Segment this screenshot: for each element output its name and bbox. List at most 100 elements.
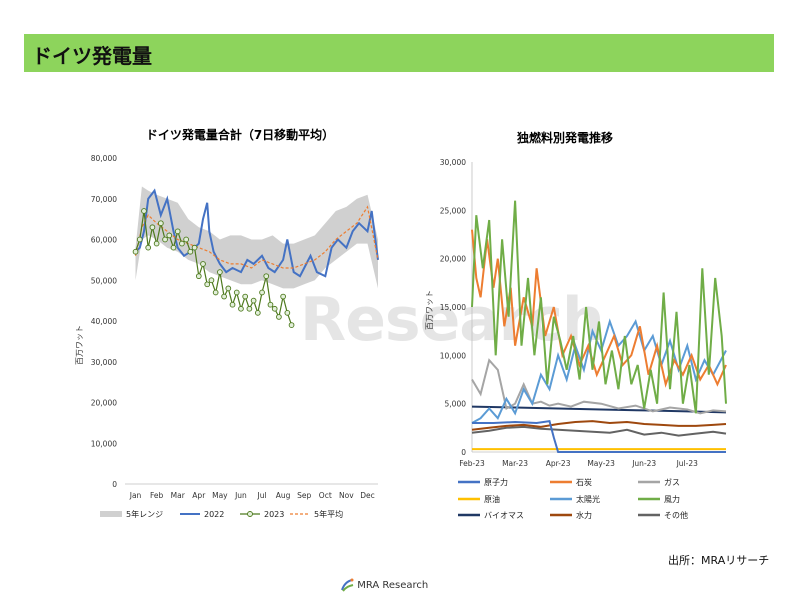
y-tick-label: 10,000 [440,351,466,360]
series-line-other [471,425,727,437]
series-line-biomass [471,405,727,414]
x-tick-label: Nov [339,491,354,500]
header-bar: ドイツ発電量 [24,34,774,72]
y-tick-label: 50,000 [91,276,117,285]
data-point-2023 [284,310,291,316]
data-point-2023 [179,240,185,247]
y-tick-label: 0 [461,448,466,457]
data-point-2023 [149,224,156,231]
data-point-2023 [191,244,198,251]
x-tick-label: Jul [257,491,267,500]
data-point-2023 [200,261,206,267]
x-tick-label: May-23 [587,459,615,468]
data-point-2023 [254,310,261,316]
data-point-2023 [233,289,240,296]
y-tick-label: 0 [112,480,117,489]
series-range-area [135,186,378,289]
series-line-5yr-avg [134,205,379,269]
total-generation-chart: ドイツ発電量合計（7日移動平均） 百万ワット 0 10,000 20,000 30,0… [75,127,379,519]
legend-label: 太陽光 [576,494,600,504]
chart-title: 独燃料別発電推移 [516,130,613,145]
data-point-2023 [276,314,282,320]
data-point-2023 [162,236,168,243]
x-tick-label: Mar-23 [502,459,528,468]
x-tick-label: Feb-23 [459,459,485,468]
legend-label: 石炭 [576,478,592,487]
series-line-hydro [471,420,727,431]
x-tick-label: Aug [276,491,291,500]
data-point-2023 [132,248,139,255]
data-point-2023 [166,232,173,239]
data-point-2023 [229,301,236,308]
data-point-2023 [157,220,164,227]
y-tick-label: 40,000 [91,317,117,326]
series-line-wind [471,200,727,414]
series-line-coal [471,229,727,388]
x-tick-label: Feb [150,491,164,500]
y-tick-label: 20,000 [91,399,117,408]
data-point-2023 [271,305,278,312]
data-point-2023 [242,293,249,300]
y-tick-label: 60,000 [91,236,117,245]
data-point-2023 [141,208,147,214]
y-tick-label: 30,000 [440,158,466,167]
data-point-2023 [187,248,194,255]
legend-label: その他 [664,510,688,520]
y-axis-label: 百万ワット [425,290,434,330]
y-tick-label: 5,000 [445,400,467,409]
legend-label: 2022 [204,510,224,519]
data-point-2023 [246,305,253,312]
legend-marker [247,511,253,517]
mra-logo-icon [341,578,354,592]
legend-label: ガス [664,477,680,487]
y-tick-label: 30,000 [91,358,117,367]
x-tick-label: Apr-23 [546,459,571,468]
y-tick-label: 70,000 [91,195,117,204]
data-point-2023 [145,244,152,251]
data-point-2023 [204,281,211,288]
legend-swatch [100,511,122,517]
data-point-2023 [153,240,160,247]
data-point-2023 [136,236,143,243]
y-axis-label: 百万ワット [75,325,84,365]
legend-label: バイオマス [484,511,524,520]
data-point-2023 [183,236,189,243]
data-point-2023 [225,285,232,292]
data-point-2023 [250,297,257,304]
data-point-2023 [221,293,227,300]
x-tick-label: Dec [360,491,375,500]
x-tick-label: Mar [171,491,186,500]
y-tick-label: 80,000 [91,154,117,163]
data-point-2023 [267,301,274,308]
x-tick-label: Jan [129,491,142,500]
x-tick-label: Apr [192,491,206,500]
legend-label: 5年レンジ [126,509,163,519]
data-point-2023 [195,273,202,280]
data-point-2023 [170,244,177,251]
fuel-generation-chart: 独燃料別発電推移 百万ワット 0 5,000 10,000 15,000 20,000 2… [425,130,727,520]
series-line-nuclear [472,419,726,453]
series-line-2022 [134,188,379,278]
legend-label: 風力 [664,494,680,504]
source-note: 出所：MRAリサーチ [668,554,770,567]
legend-label: 5年平均 [314,509,343,519]
legend-label: 原油 [484,494,500,504]
data-point-2023 [288,322,295,328]
x-tick-label: Jul-23 [676,459,699,468]
data-point-2023 [259,289,265,296]
data-point-2023 [174,228,181,235]
data-point-2023 [238,305,244,312]
y-tick-label: 20,000 [440,255,466,264]
y-tick-label: 25,000 [440,206,466,215]
legend-label: 水力 [576,510,592,520]
x-tick-label: Sep [297,491,311,500]
x-tick-label: Jun-23 [631,459,656,468]
x-tick-label: Jun [234,491,247,500]
legend-label: 2023 [264,510,284,519]
x-tick-label: Oct [319,491,332,500]
page-title: ドイツ発電量 [32,44,152,68]
y-tick-label: 10,000 [91,439,117,448]
y-tick-label: 15,000 [440,303,466,312]
data-point-2023 [263,273,270,280]
legend-label: 原子力 [484,477,508,487]
